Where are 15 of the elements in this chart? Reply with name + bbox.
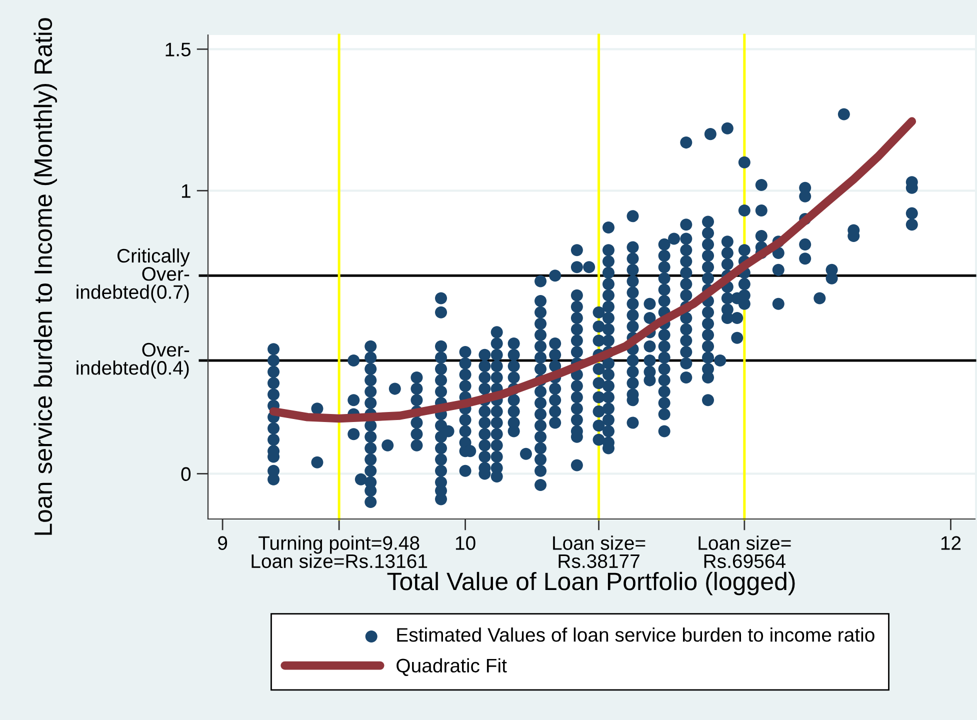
x-tick-label: Loan size= Rs.69564 [698,536,791,568]
y-tick-label: 0 [181,467,191,481]
x-tick-label: Loan size= Rs.38177 [553,536,646,568]
ref-line-label: Over- indebted(0.4) [76,342,190,379]
legend-label: Quadratic Fit [396,658,507,676]
x-tick-label: 12 [941,536,961,550]
ref-line-label: Critically Over- indebted(0.7) [76,248,190,303]
x-tick-label: Turning point=9.48 Loan size=Rs.13161 [252,536,428,568]
x-tick-label: 9 [218,536,228,550]
x-axis-title: Total Value of Loan Portfolio (logged) [387,572,795,596]
legend-label: Estimated Values of loan service burden to income ratio [397,627,874,642]
y-axis-title: Loan service burden to Income (Monthly) Ratio [34,18,57,535]
y-tick-label: 1.5 [166,42,191,56]
x-tick-label: 10 [456,536,476,550]
y-tick-label: 1 [182,184,190,198]
